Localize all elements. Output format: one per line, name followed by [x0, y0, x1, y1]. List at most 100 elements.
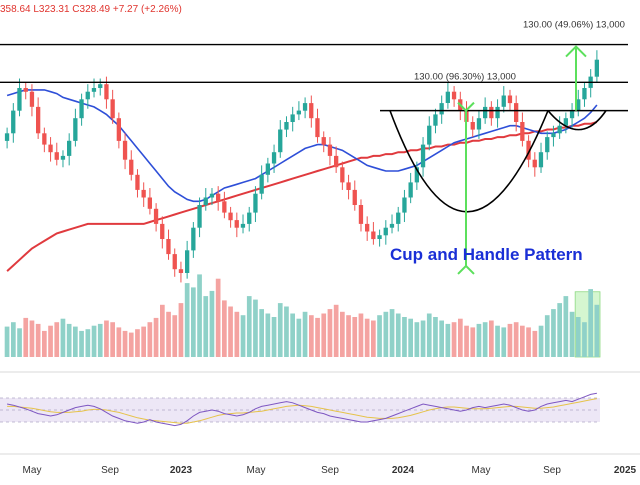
volume-bar — [215, 278, 221, 357]
candle-body — [122, 140, 128, 160]
volume-bar — [340, 311, 345, 357]
candle-body — [557, 125, 562, 134]
candle-body — [67, 140, 72, 156]
volume-bar — [309, 315, 314, 357]
x-tick-label: May — [247, 465, 266, 476]
candle-body — [526, 140, 531, 160]
candle-body — [147, 197, 152, 209]
candle-body — [594, 59, 599, 77]
candle-body — [228, 212, 233, 221]
candle-body — [358, 205, 364, 224]
target-arrow-head — [565, 45, 587, 58]
candle-body — [185, 250, 190, 273]
x-tick-label: Sep — [101, 465, 119, 476]
candle-body — [327, 144, 333, 156]
candle-body — [433, 114, 438, 126]
candle-body — [178, 269, 184, 273]
volume-bar — [234, 311, 240, 357]
volume-bar — [513, 322, 519, 357]
rsi-pane — [0, 371, 640, 455]
volume-bar — [538, 325, 544, 357]
candle-body — [520, 122, 525, 141]
x-tick-label: 2025 — [614, 465, 637, 476]
candle-body — [197, 205, 202, 228]
candle-body — [48, 144, 53, 153]
volume-bar — [172, 315, 178, 357]
candle-body — [54, 152, 59, 160]
pattern-label: Cup and Handle Pattern — [390, 245, 583, 264]
volume-bar — [246, 296, 252, 357]
candle-body — [302, 103, 308, 111]
volume-bar — [383, 311, 389, 357]
volume-bar — [408, 318, 413, 357]
candle-body — [116, 118, 121, 141]
ma-short-line — [6, 89, 598, 203]
volume-bar — [507, 323, 513, 357]
candle-body — [91, 88, 97, 92]
volume-bar — [426, 313, 432, 357]
volume-bar — [284, 306, 289, 357]
volume-bar — [582, 322, 587, 357]
candle-body — [451, 91, 457, 100]
x-tick-label: May — [472, 465, 491, 476]
volume-bar — [222, 300, 227, 357]
volume-bar — [253, 299, 258, 357]
candle-body — [582, 88, 587, 100]
volume-bar — [178, 303, 184, 357]
candle-body — [271, 152, 277, 164]
candle-body — [104, 84, 109, 100]
candle-body — [234, 220, 239, 228]
volume-bar — [42, 330, 47, 357]
cup-curve — [389, 110, 549, 213]
volume-bar — [66, 323, 72, 357]
volume-bar — [35, 323, 41, 357]
x-tick-label: 2024 — [392, 465, 415, 476]
candle-body — [315, 118, 320, 138]
volume-bar — [73, 326, 78, 357]
cup-depth-arrow-head-top — [457, 101, 475, 113]
price-pane — [4, 50, 599, 283]
candle-body — [309, 103, 314, 119]
candle-body — [383, 227, 388, 236]
candle-body — [408, 182, 413, 198]
volume-bar — [352, 317, 358, 357]
candle-body — [470, 122, 475, 130]
candle-body — [160, 223, 165, 239]
volume-bar — [11, 322, 16, 357]
candle-body — [414, 167, 419, 183]
candle-body — [439, 103, 444, 115]
volume-bar — [228, 306, 233, 357]
volume-bar — [501, 327, 507, 357]
volume-bar — [277, 303, 283, 357]
candle-body — [153, 208, 159, 224]
candle-body — [36, 106, 41, 134]
candle-body — [501, 95, 506, 107]
cup-depth-arrow-head-bottom — [457, 264, 475, 275]
candle-body — [296, 110, 301, 115]
candle-body — [17, 88, 22, 111]
candle-body — [346, 182, 351, 190]
volume-bar — [476, 323, 482, 357]
candle-body — [29, 91, 35, 107]
volume-bar — [153, 317, 159, 357]
volume-bar — [166, 311, 171, 357]
volume-bar — [439, 320, 444, 357]
candle-body — [129, 159, 134, 175]
candle-body — [507, 95, 513, 104]
candle-body — [334, 155, 339, 168]
candle-body — [73, 118, 78, 141]
candle-body — [420, 144, 426, 168]
volume-bar — [122, 330, 128, 357]
volume-bar — [184, 283, 190, 358]
candle-body — [110, 99, 115, 119]
volume-bar — [470, 327, 476, 357]
candle-body — [284, 122, 289, 130]
candle-body — [290, 114, 295, 122]
x-tick-label: May — [23, 465, 42, 476]
volume-bar — [79, 330, 84, 357]
volume-bar — [191, 287, 196, 357]
candle-body — [389, 223, 395, 228]
volume-bar — [48, 325, 53, 357]
annotation-layer: 130.00 (49.06%) 13,000 130.00 (96.30%) 13… — [0, 20, 628, 275]
